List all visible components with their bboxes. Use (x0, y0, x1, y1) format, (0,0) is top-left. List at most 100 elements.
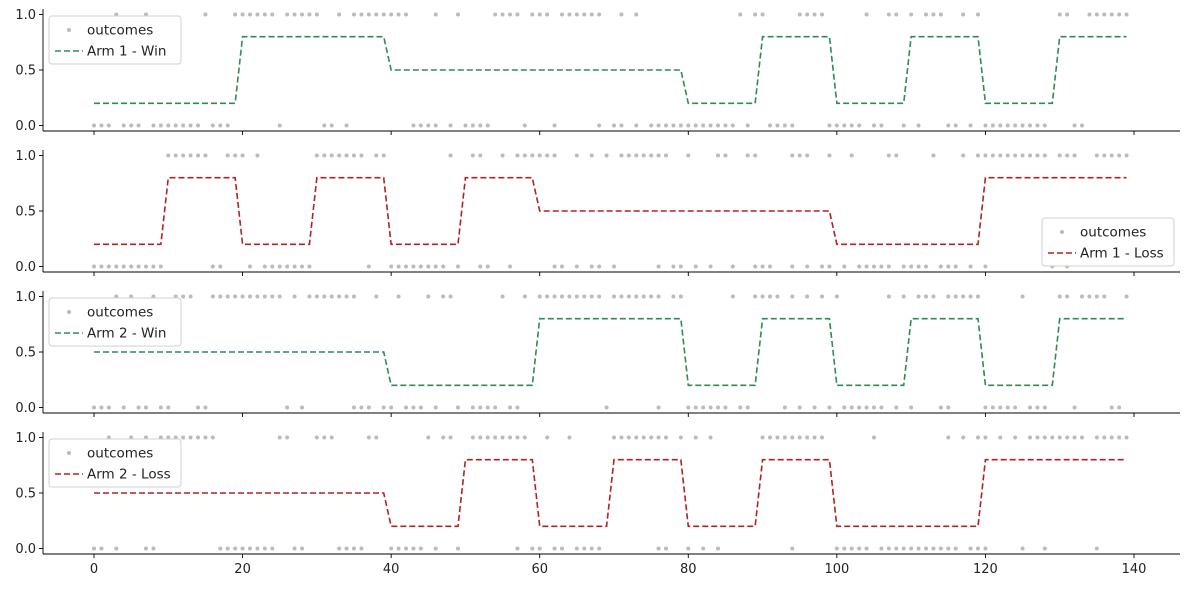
outcome-point (782, 123, 787, 128)
outcome-point (1035, 435, 1040, 440)
outcome-point (418, 264, 423, 269)
outcome-point (953, 546, 958, 551)
outcome-point (946, 294, 951, 299)
outcome-point (173, 153, 178, 158)
outcome-point (262, 294, 267, 299)
outcome-point (1057, 153, 1062, 158)
outcome-point (433, 123, 438, 128)
outcome-point (812, 405, 817, 410)
outcome-point (589, 264, 594, 269)
outcome-point (797, 405, 802, 410)
outcome-point (248, 294, 252, 299)
legend: outcomes Arm 2 - Loss (48, 438, 182, 488)
outcome-point (374, 153, 379, 158)
outcome-point (857, 405, 862, 410)
outcome-point (1109, 153, 1114, 158)
outcome-point (1013, 153, 1018, 158)
outcome-point (470, 435, 475, 440)
outcome-point (1020, 153, 1025, 158)
outcome-point (433, 405, 438, 410)
outcome-point (448, 294, 453, 299)
outcome-point (285, 405, 290, 410)
outcome-point (225, 294, 230, 299)
x-tick-label: 120 (973, 562, 998, 577)
outcome-point (760, 12, 765, 17)
outcome-point (92, 546, 96, 551)
outcome-point (404, 264, 408, 269)
outcome-point (248, 12, 252, 17)
y-tick-label: 0.5 (15, 346, 36, 361)
outcome-point (1028, 435, 1032, 440)
outcome-point (574, 294, 579, 299)
outcome-point (834, 294, 839, 299)
outcome-point (1035, 123, 1040, 128)
outcome-point (723, 123, 728, 128)
legend-label-outcomes: outcomes (1080, 225, 1146, 241)
outcome-point (441, 294, 446, 299)
outcome-point (389, 546, 394, 551)
outcome-point (166, 123, 171, 128)
outcome-point (842, 546, 847, 551)
outcome-point (233, 294, 238, 299)
outcome-point (493, 435, 498, 440)
outcome-point (1124, 153, 1129, 158)
outcome-point (158, 405, 163, 410)
y-tick-label: 1.0 (15, 149, 36, 164)
outcome-point (233, 153, 238, 158)
outcome-point (225, 153, 230, 158)
outcome-point (589, 294, 594, 299)
outcome-point (203, 153, 208, 158)
outcome-point (537, 546, 542, 551)
outcome-point (671, 294, 676, 299)
outcome-point (701, 123, 706, 128)
outcome-point (1124, 12, 1129, 17)
outcome-point (508, 435, 512, 440)
outcome-point (1057, 12, 1062, 17)
outcome-point (790, 123, 795, 128)
outcome-point (188, 435, 193, 440)
outcome-point (924, 294, 928, 299)
outcome-point (849, 153, 854, 158)
legend: outcomes Arm 1 - Win (48, 15, 182, 65)
outcome-point (1065, 435, 1070, 440)
legend: outcomes Arm 2 - Win (48, 297, 182, 347)
outcome-point (820, 264, 824, 269)
outcome-point (849, 405, 854, 410)
outcome-point (1042, 123, 1047, 128)
legend-label-outcomes: outcomes (87, 305, 153, 321)
outcome-point (901, 264, 906, 269)
outcome-point (916, 264, 921, 269)
outcome-point (990, 405, 995, 410)
outcome-point (760, 435, 765, 440)
outcome-point (909, 264, 914, 269)
outcome-point (285, 12, 290, 17)
outcome-point (560, 294, 564, 299)
outcome-point (909, 12, 914, 17)
outcome-point (886, 546, 891, 551)
outcome-point (366, 264, 371, 269)
outcome-point (352, 546, 356, 551)
y-tick-label: 0.0 (15, 401, 36, 416)
outcome-point (262, 546, 267, 551)
outcome-point (456, 546, 460, 551)
outcome-point (983, 405, 988, 410)
legend-marker-outcomes (67, 310, 71, 314)
outcome-point (240, 294, 245, 299)
outcome-point (649, 153, 654, 158)
outcome-point (716, 405, 720, 410)
outcome-point (641, 435, 646, 440)
outcome-point (92, 264, 96, 269)
outcome-point (886, 153, 891, 158)
outcome-point (396, 264, 401, 269)
outcome-point (1013, 435, 1018, 440)
outcome-point (782, 435, 787, 440)
outcome-point (552, 264, 557, 269)
outcome-point (106, 264, 111, 269)
outcome-point (181, 153, 186, 158)
outcome-point (106, 123, 111, 128)
outcome-point (886, 264, 891, 269)
outcome-point (938, 405, 943, 410)
outcome-point (292, 12, 297, 17)
outcome-point (790, 264, 795, 269)
legend-marker-outcomes (67, 451, 71, 455)
